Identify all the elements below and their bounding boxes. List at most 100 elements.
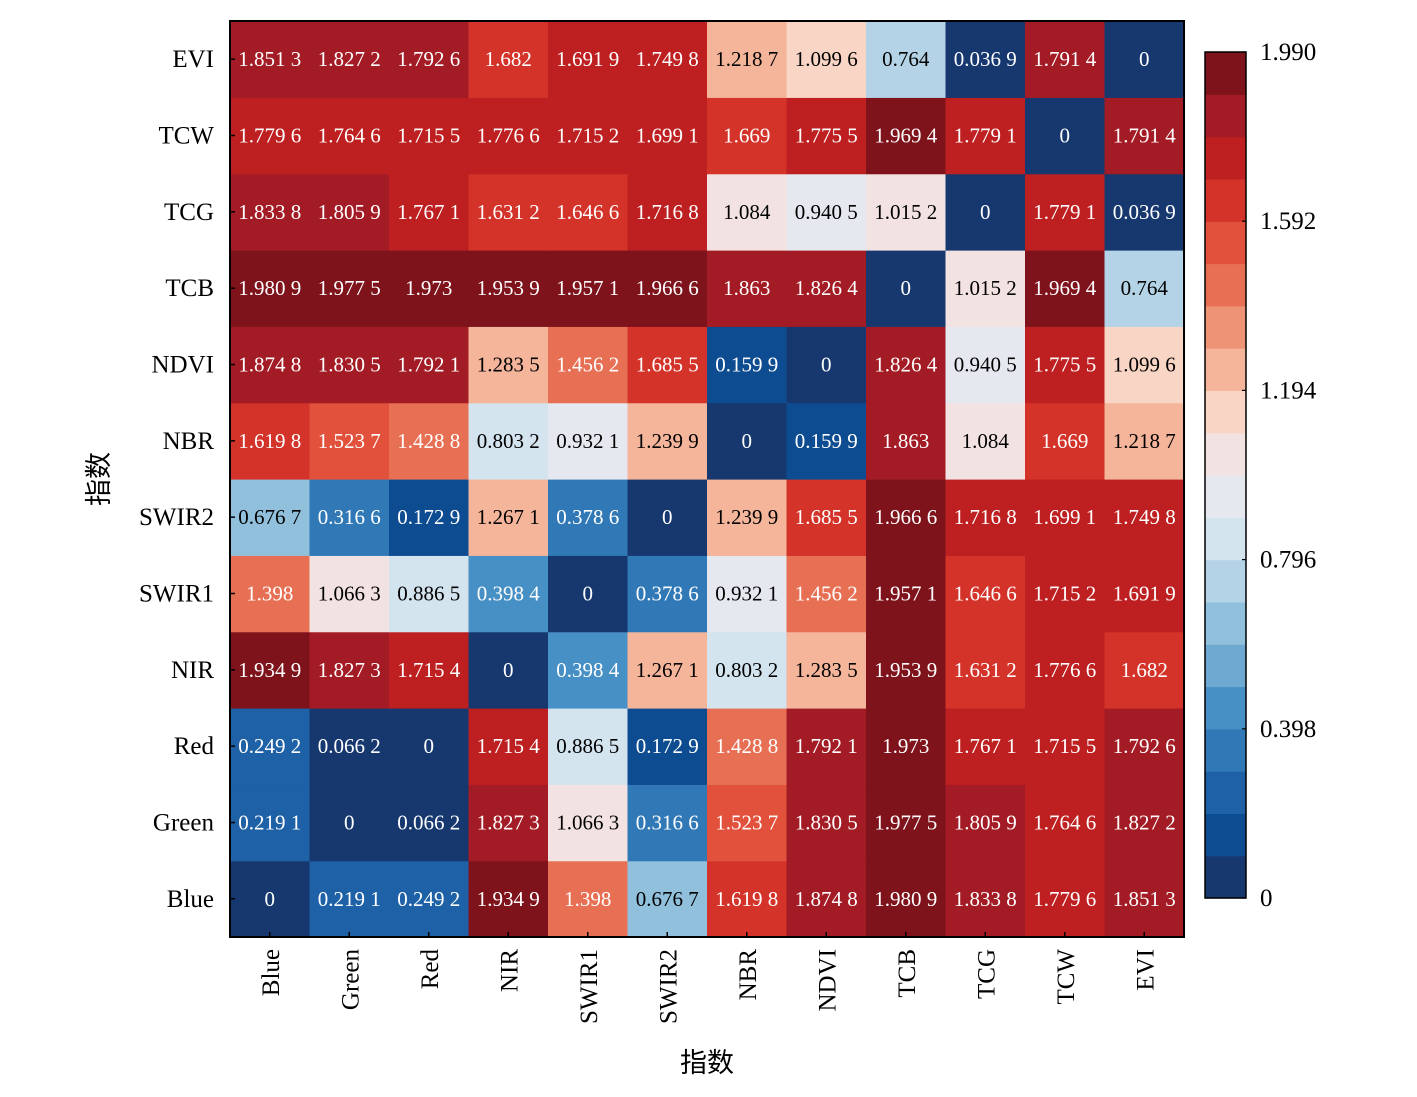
heatmap-cell-red-green xyxy=(309,708,390,785)
cell-value-label: 1.716 8 xyxy=(636,200,699,224)
heatmap-cell-tcb-tcw xyxy=(1025,250,1106,327)
cell-value-label: 0 xyxy=(265,887,276,911)
cell-value-label: 1.792 6 xyxy=(1113,734,1176,758)
y-tick-label-red: Red xyxy=(174,733,215,760)
heatmap-cell-green-evi xyxy=(1104,784,1185,862)
heatmap-cell-green-ndvi xyxy=(786,784,867,862)
heatmap-cell-swir2-tcw xyxy=(1025,479,1106,556)
colorbar-segment xyxy=(1205,475,1246,518)
cell-value-label: 1.957 1 xyxy=(556,276,619,300)
heatmap-cell-green-tcb xyxy=(866,784,947,862)
cell-value-label: 1.099 6 xyxy=(795,47,858,71)
heatmap-cell-nbr-swir1 xyxy=(548,402,629,480)
colorbar-segment xyxy=(1205,855,1246,899)
heatmap-cell-nbr-blue xyxy=(230,402,311,480)
heatmap-cell-evi-tcg xyxy=(945,21,1026,98)
cell-value-label: 1.715 5 xyxy=(397,124,460,148)
cell-value-label: 1.969 4 xyxy=(874,124,938,148)
colorbar-segment xyxy=(1205,686,1246,730)
heatmap-cell-tcw-red xyxy=(389,97,470,175)
cell-value-label: 0.219 1 xyxy=(238,811,301,835)
cell-value-label: 1.767 1 xyxy=(397,200,460,224)
heatmap-cell-evi-swir1 xyxy=(548,21,629,98)
y-tick-label-blue: Blue xyxy=(167,886,214,913)
heatmap-cell-blue-blue xyxy=(230,860,311,938)
cell-value-label: 1.764 6 xyxy=(318,124,381,148)
cell-value-label: 1.957 1 xyxy=(874,582,937,606)
heatmap-cell-swir1-red xyxy=(389,555,470,633)
cell-value-label: 0.886 5 xyxy=(556,734,619,758)
heatmap-cell-green-nir xyxy=(468,784,549,862)
heatmap-cell-green-tcw xyxy=(1025,784,1106,862)
colorbar-segment xyxy=(1205,305,1246,349)
y-tick-label-evi: EVI xyxy=(172,46,214,73)
heatmap-cell-green-swir1 xyxy=(548,784,629,862)
cell-value-label: 0 xyxy=(1139,47,1150,71)
colorbar-tick-label: 0.796 xyxy=(1260,547,1316,574)
heatmap-cell-tcb-blue xyxy=(230,250,311,327)
cell-value-label: 1.015 2 xyxy=(954,276,1017,300)
heatmap-cell-red-ndvi xyxy=(786,708,867,785)
cell-value-label: 1.691 9 xyxy=(1113,582,1176,606)
cell-value-label: 0.219 1 xyxy=(318,887,381,911)
heatmap-cell-tcb-nir xyxy=(468,250,549,327)
heatmap-cell-blue-swir1 xyxy=(548,860,629,938)
cell-value-label: 1.830 5 xyxy=(318,353,381,377)
cell-value-label: 1.969 4 xyxy=(1033,276,1097,300)
colorbar-tick-label: 0.398 xyxy=(1260,716,1316,743)
cell-value-label: 1.833 8 xyxy=(238,200,301,224)
cell-value-label: 1.239 9 xyxy=(636,429,699,453)
cell-value-label: 1.267 1 xyxy=(636,658,699,682)
heatmap-cell-tcb-ndvi xyxy=(786,250,867,327)
heatmap-cell-tcw-evi xyxy=(1104,97,1185,175)
y-tick-label-green: Green xyxy=(153,810,215,837)
cell-value-label: 1.749 8 xyxy=(1113,505,1176,529)
cell-value-label: 1.669 xyxy=(1041,429,1088,453)
heatmap-cell-tcg-green xyxy=(309,173,390,251)
x-tick-label-tcg: TCG xyxy=(973,949,1000,999)
heatmap-cell-evi-tcw xyxy=(1025,21,1106,98)
heatmap-cell-ndvi-blue xyxy=(230,326,311,404)
cell-value-label: 1.874 8 xyxy=(795,887,858,911)
heatmap-cell-tcg-evi xyxy=(1104,173,1185,251)
cell-value-label: 1.669 xyxy=(723,124,770,148)
heatmap-cell-swir2-green xyxy=(309,479,390,556)
heatmap-cell-tcb-swir1 xyxy=(548,250,629,327)
cell-value-label: 1.779 6 xyxy=(238,124,301,148)
x-tick-label-green: Green xyxy=(337,949,364,1011)
cell-value-label: 0.159 9 xyxy=(795,429,858,453)
cell-value-label: 1.973 xyxy=(405,276,452,300)
cell-value-label: 1.764 6 xyxy=(1033,811,1096,835)
cell-value-label: 1.066 3 xyxy=(318,582,381,606)
heatmap-cell-swir1-evi xyxy=(1104,555,1185,633)
heatmap-cell-tcw-tcw xyxy=(1025,97,1106,175)
heatmap-cell-blue-nbr xyxy=(707,860,788,938)
heatmap-cell-green-swir2 xyxy=(627,784,708,862)
colorbar: 0 0.398 0.796 1.194 1.592 1.990 xyxy=(1204,39,1317,912)
cell-value-label: 0.066 2 xyxy=(397,811,460,835)
cell-value-label: 1.953 9 xyxy=(477,276,540,300)
heatmap-cell-swir1-tcg xyxy=(945,555,1026,633)
heatmap-cell-ndvi-ndvi xyxy=(786,326,867,404)
colorbar-segment xyxy=(1205,728,1246,772)
heatmap-cell-evi-red xyxy=(389,21,470,98)
cell-value-label: 1.619 8 xyxy=(238,429,301,453)
heatmap-cell-nbr-tcw xyxy=(1025,402,1106,480)
x-tick-label-nir: NIR xyxy=(496,949,523,992)
y-tick-label-swir2: SWIR2 xyxy=(139,504,214,531)
cell-value-label: 1.827 2 xyxy=(1113,811,1176,835)
heatmap-cell-tcw-green xyxy=(309,97,390,175)
cell-value-label: 1.749 8 xyxy=(636,47,699,71)
cell-value-label: 1.776 6 xyxy=(477,124,540,148)
colorbar-segment xyxy=(1205,263,1246,307)
heatmap-cell-blue-tcg xyxy=(945,860,1026,938)
x-tick-label-swir1: SWIR1 xyxy=(576,949,603,1024)
colorbar-segment xyxy=(1205,390,1246,434)
heatmap-cell-red-blue xyxy=(230,708,311,785)
x-tick-label-nbr: NBR xyxy=(735,949,762,1001)
cell-value-label: 0.249 2 xyxy=(238,734,301,758)
cell-value-label: 1.767 1 xyxy=(954,734,1017,758)
cell-value-label: 1.428 8 xyxy=(397,429,460,453)
heatmap-cell-evi-ndvi xyxy=(786,21,867,98)
